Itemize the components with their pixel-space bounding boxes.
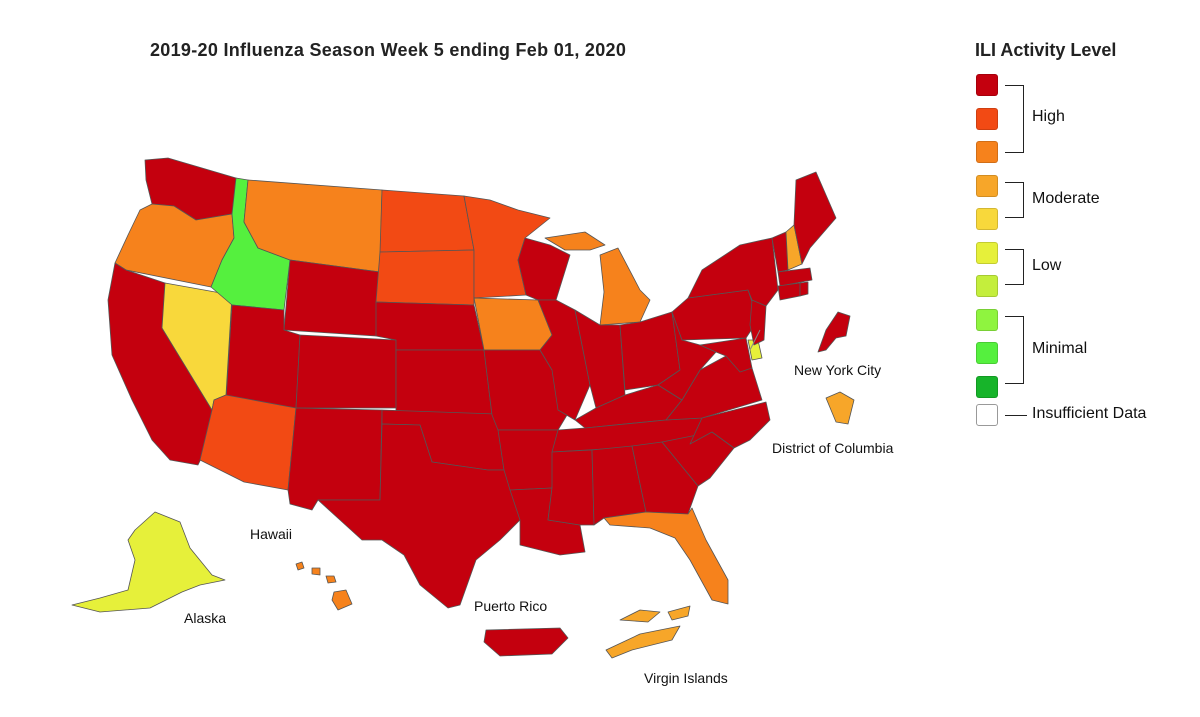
state-kansas[interactable] — [395, 349, 493, 416]
map-title: 2019-20 Influenza Season Week 5 ending F… — [150, 40, 627, 60]
state-florida[interactable] — [603, 507, 729, 605]
state-maine[interactable] — [793, 171, 837, 265]
legend-group-low: Low — [1032, 257, 1062, 274]
state-arkansas[interactable] — [497, 429, 559, 491]
inset-new-york-city[interactable] — [817, 311, 851, 353]
state-michigan[interactable] — [599, 247, 651, 326]
state-west-virginia[interactable] — [657, 311, 717, 401]
state-wyoming[interactable] — [283, 259, 381, 337]
label-district-of-columbia: District of Columbia — [772, 440, 894, 456]
label-hawaii: Hawaii — [250, 526, 293, 542]
state-maryland[interactable] — [699, 337, 753, 373]
state-south-dakota[interactable] — [375, 249, 475, 306]
inset-alaska[interactable] — [71, 511, 226, 613]
inset-virgin-islands[interactable] — [605, 605, 691, 659]
legend-group-minimal: Minimal — [1032, 340, 1088, 357]
label-new-york-city: New York City — [794, 362, 882, 378]
legend-swatch-insufficient — [976, 404, 998, 426]
bracket-low — [1005, 249, 1024, 285]
legend-swatch-level-1 — [976, 375, 998, 398]
state-colorado[interactable] — [295, 334, 397, 409]
legend-swatch-level-7 — [976, 174, 998, 197]
state-new-york[interactable] — [687, 237, 779, 307]
state-illinois[interactable] — [537, 299, 591, 421]
legend-swatch-level-9 — [976, 107, 998, 130]
legend-swatch-level-8 — [976, 141, 998, 163]
state-north-dakota[interactable] — [379, 189, 475, 253]
state-new-mexico[interactable] — [287, 407, 383, 511]
state-michigan-up[interactable] — [544, 231, 606, 251]
legend-label-insufficient: Insufficient Data — [1032, 405, 1147, 422]
state-connecticut[interactable] — [777, 282, 801, 301]
state-arizona[interactable] — [199, 394, 297, 491]
state-wisconsin[interactable] — [517, 237, 571, 301]
state-new-jersey[interactable] — [749, 299, 767, 346]
state-massachusetts[interactable] — [777, 267, 813, 287]
state-rhode-island[interactable] — [799, 281, 809, 297]
state-texas[interactable] — [317, 423, 521, 609]
legend-swatch-level-5 — [976, 241, 998, 264]
legend-swatch-level-6 — [976, 208, 998, 230]
inset-puerto-rico[interactable] — [483, 627, 569, 657]
inset-hawaii[interactable] — [295, 561, 353, 611]
label-puerto-rico: Puerto Rico — [474, 598, 548, 614]
state-virginia[interactable] — [665, 355, 763, 421]
bracket-moderate — [1005, 182, 1024, 218]
state-pennsylvania[interactable] — [671, 289, 759, 341]
legend-swatch-level-3 — [976, 308, 998, 331]
legend-swatch-level-10 — [976, 74, 998, 96]
label-virgin-islands: Virgin Islands — [644, 670, 728, 686]
legend-swatch-level-4 — [976, 275, 998, 297]
state-mississippi[interactable] — [547, 449, 595, 526]
legend-title: ILI Activity Level — [975, 40, 1117, 60]
legend-group-moderate: Moderate — [1032, 190, 1100, 207]
bracket-minimal — [1005, 316, 1024, 384]
label-alaska: Alaska — [184, 610, 227, 626]
legend-dash-insufficient — [1005, 415, 1027, 416]
legend-group-high: High — [1032, 108, 1065, 125]
bracket-high — [1005, 85, 1024, 153]
state-georgia[interactable] — [631, 441, 699, 515]
state-north-carolina[interactable] — [689, 401, 771, 449]
inset-district-of-columbia[interactable] — [825, 391, 855, 425]
legend-swatch-level-2 — [976, 342, 998, 364]
